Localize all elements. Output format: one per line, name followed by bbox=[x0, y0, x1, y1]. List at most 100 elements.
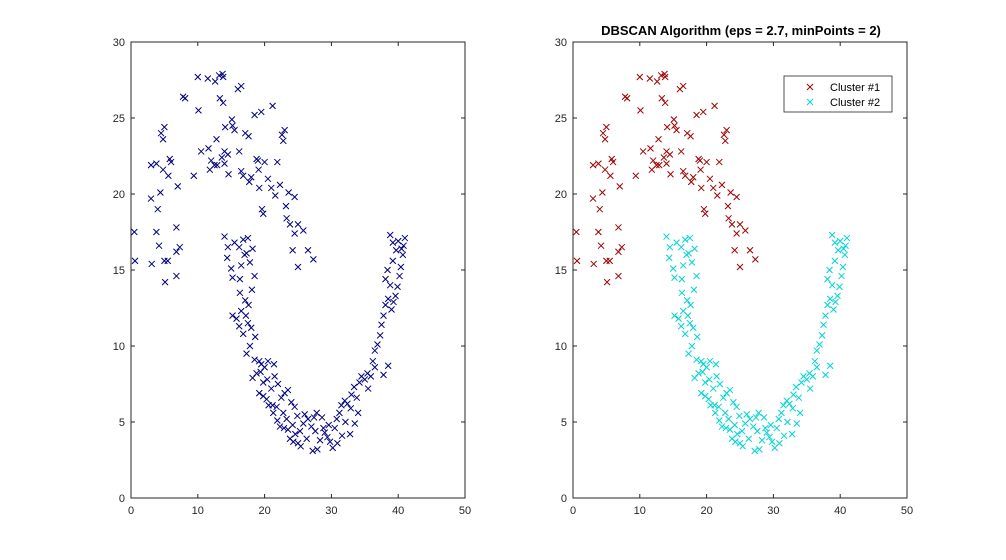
data-point bbox=[718, 423, 726, 430]
data-point bbox=[693, 111, 700, 119]
data-point bbox=[615, 272, 622, 280]
data-point bbox=[843, 234, 851, 242]
data-point bbox=[685, 249, 692, 257]
data-point bbox=[685, 350, 692, 357]
data-point bbox=[401, 234, 409, 242]
data-point bbox=[655, 135, 662, 143]
data-point bbox=[314, 446, 321, 453]
data-point bbox=[670, 116, 678, 123]
data-point bbox=[376, 332, 384, 339]
data-point bbox=[153, 228, 160, 236]
data-point bbox=[265, 401, 272, 409]
data-point bbox=[130, 228, 138, 236]
data-point bbox=[277, 394, 285, 402]
data-point bbox=[353, 394, 361, 402]
data-point bbox=[236, 275, 244, 283]
data-point bbox=[287, 398, 295, 406]
data-point bbox=[760, 414, 768, 421]
data-point bbox=[623, 94, 631, 102]
data-point bbox=[632, 172, 640, 180]
data-point bbox=[320, 424, 327, 432]
data-point bbox=[693, 272, 700, 280]
data-point bbox=[813, 363, 821, 371]
data-point bbox=[678, 289, 686, 297]
data-point bbox=[700, 205, 708, 213]
data-point bbox=[687, 301, 694, 309]
data-point bbox=[159, 166, 167, 174]
data-point bbox=[378, 321, 385, 329]
data-point bbox=[269, 409, 277, 417]
data-point bbox=[665, 254, 673, 262]
data-point bbox=[396, 272, 403, 280]
data-point bbox=[699, 368, 706, 376]
y-tick-label: 5 bbox=[561, 417, 567, 429]
data-point bbox=[237, 82, 245, 90]
data-point bbox=[733, 230, 741, 237]
left-y-ticks: 0 5 10 15 20 25 30 bbox=[113, 37, 465, 505]
data-point bbox=[279, 409, 287, 417]
data-point bbox=[752, 256, 759, 263]
data-point bbox=[174, 183, 182, 190]
data-point bbox=[615, 248, 622, 256]
data-point bbox=[775, 415, 783, 423]
data-point bbox=[291, 193, 299, 201]
data-point bbox=[736, 221, 744, 228]
data-point bbox=[273, 403, 280, 411]
data-point bbox=[789, 404, 797, 412]
data-point bbox=[720, 131, 728, 139]
data-point bbox=[249, 374, 256, 382]
data-point bbox=[788, 430, 796, 438]
data-point bbox=[400, 242, 407, 250]
data-point bbox=[211, 78, 219, 85]
data-point bbox=[236, 289, 244, 297]
left-plot-area bbox=[130, 41, 466, 499]
data-point bbox=[834, 292, 841, 300]
data-point bbox=[663, 160, 670, 167]
data-point bbox=[599, 129, 607, 137]
data-point bbox=[251, 356, 258, 364]
data-point bbox=[389, 257, 397, 265]
right-data-points bbox=[572, 70, 851, 455]
data-point bbox=[721, 137, 729, 145]
data-point bbox=[736, 263, 744, 271]
data-point bbox=[671, 274, 678, 281]
data-point bbox=[793, 420, 801, 427]
data-point bbox=[181, 94, 189, 102]
data-point bbox=[338, 432, 346, 440]
data-point bbox=[595, 228, 602, 236]
x-tick-label: 40 bbox=[392, 505, 404, 517]
data-point bbox=[743, 411, 751, 418]
data-point bbox=[681, 236, 689, 243]
y-tick-label: 10 bbox=[113, 341, 125, 353]
data-point bbox=[813, 347, 821, 354]
data-point bbox=[811, 357, 819, 365]
data-point bbox=[282, 202, 290, 210]
data-point bbox=[291, 403, 299, 411]
data-point bbox=[342, 418, 349, 426]
y-tick-label: 0 bbox=[561, 493, 567, 505]
data-point bbox=[826, 362, 834, 370]
right-x-ticks: 0 10 20 30 40 50 bbox=[570, 42, 913, 517]
data-point bbox=[384, 266, 391, 274]
data-point bbox=[274, 380, 282, 388]
data-point bbox=[316, 436, 324, 444]
data-point bbox=[269, 102, 276, 110]
right-y-ticks: 0 5 10 15 20 25 30 bbox=[555, 37, 907, 505]
data-point bbox=[157, 129, 165, 137]
data-point bbox=[205, 145, 212, 152]
data-point bbox=[711, 102, 718, 110]
data-point bbox=[243, 350, 250, 357]
data-point bbox=[726, 386, 734, 394]
data-point bbox=[398, 245, 405, 253]
data-point bbox=[386, 281, 394, 289]
data-point bbox=[677, 243, 685, 251]
data-point bbox=[389, 239, 397, 246]
data-point bbox=[233, 315, 240, 322]
data-point bbox=[795, 394, 803, 402]
data-point bbox=[213, 161, 221, 169]
data-point bbox=[721, 409, 729, 417]
data-point bbox=[296, 427, 304, 435]
data-point bbox=[683, 297, 691, 304]
data-point bbox=[671, 312, 678, 319]
data-point bbox=[261, 158, 268, 166]
